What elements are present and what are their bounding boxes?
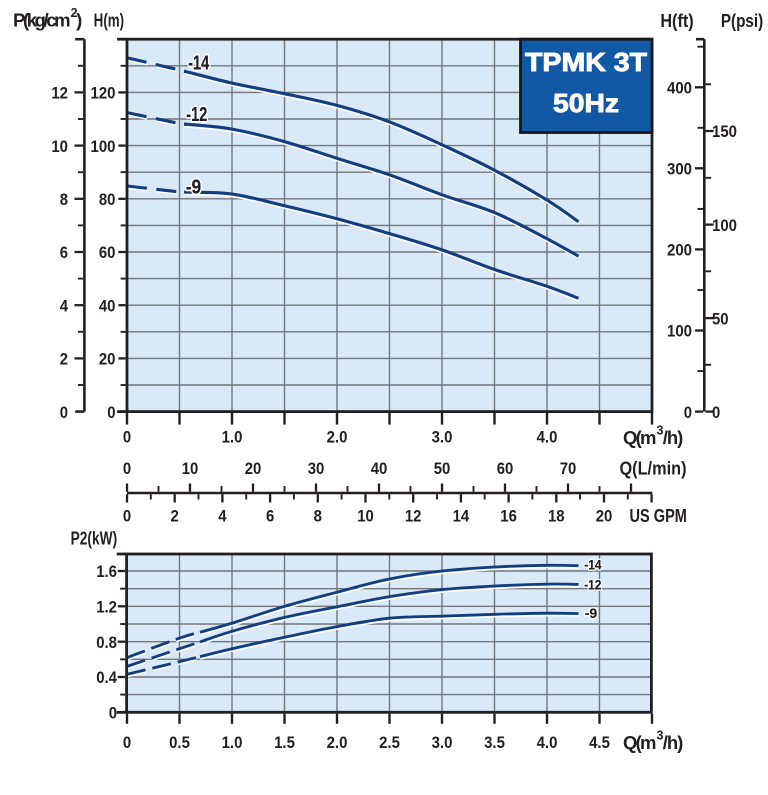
svg-text:-12: -12	[186, 104, 207, 126]
svg-text:-14: -14	[584, 558, 602, 573]
svg-text:P(kg/cm2): P(kg/cm2)	[13, 6, 82, 31]
svg-text:1.2: 1.2	[96, 598, 117, 617]
svg-text:12: 12	[51, 84, 68, 103]
svg-text:-9: -9	[186, 177, 202, 199]
svg-text:Q(m3/h): Q(m3/h)	[623, 423, 683, 448]
svg-text:150: 150	[712, 122, 737, 141]
svg-text:P2(kW): P2(kW)	[71, 528, 118, 549]
svg-text:0.4: 0.4	[96, 668, 117, 687]
svg-text:60: 60	[99, 243, 116, 262]
svg-text:2.0: 2.0	[327, 428, 348, 447]
svg-text:-14: -14	[188, 52, 210, 74]
svg-text:40: 40	[371, 459, 388, 478]
svg-text:8: 8	[60, 190, 68, 209]
svg-text:20: 20	[99, 350, 116, 369]
svg-text:6: 6	[266, 507, 274, 526]
svg-text:2.0: 2.0	[327, 733, 348, 752]
svg-text:4: 4	[218, 507, 227, 526]
svg-text:-9: -9	[585, 606, 598, 621]
svg-text:16: 16	[500, 507, 517, 526]
svg-text:20: 20	[245, 459, 262, 478]
svg-text:50: 50	[434, 459, 451, 478]
svg-text:2: 2	[60, 350, 68, 369]
svg-text:400: 400	[667, 79, 692, 98]
svg-text:0: 0	[123, 428, 131, 447]
svg-text:-9: -9	[585, 606, 598, 621]
svg-text:1.6: 1.6	[96, 562, 117, 581]
svg-text:10: 10	[51, 137, 68, 156]
svg-text:12: 12	[405, 507, 422, 526]
svg-text:100: 100	[712, 216, 737, 235]
svg-text:80: 80	[99, 190, 116, 209]
svg-text:0: 0	[123, 459, 131, 478]
svg-text:300: 300	[667, 160, 692, 179]
svg-text:4.5: 4.5	[589, 733, 610, 752]
svg-text:0.8: 0.8	[96, 633, 117, 652]
svg-text:100: 100	[667, 322, 692, 341]
svg-text:60: 60	[497, 459, 514, 478]
svg-text:14: 14	[453, 507, 470, 526]
svg-text:2: 2	[171, 507, 179, 526]
svg-text:0: 0	[712, 403, 720, 422]
svg-text:1.0: 1.0	[222, 428, 243, 447]
svg-text:4: 4	[60, 296, 69, 315]
svg-text:40: 40	[99, 296, 116, 315]
svg-text:4.0: 4.0	[537, 428, 558, 447]
svg-text:Q(L/min): Q(L/min)	[620, 458, 687, 479]
svg-text:H(ft): H(ft)	[660, 10, 693, 31]
svg-text:4.0: 4.0	[537, 733, 558, 752]
svg-text:10: 10	[182, 459, 199, 478]
svg-text:H(m): H(m)	[94, 10, 125, 31]
svg-text:TPMK 3T: TPMK 3T	[525, 49, 647, 77]
svg-text:200: 200	[667, 241, 692, 260]
svg-text:6: 6	[60, 243, 68, 262]
svg-text:US GPM: US GPM	[629, 505, 687, 526]
svg-text:-14: -14	[188, 52, 210, 74]
svg-text:1.5: 1.5	[274, 733, 295, 752]
svg-text:0: 0	[684, 403, 692, 422]
svg-text:8: 8	[314, 507, 322, 526]
svg-text:1.0: 1.0	[222, 733, 243, 752]
svg-text:3.0: 3.0	[432, 733, 453, 752]
svg-text:3.0: 3.0	[432, 428, 453, 447]
svg-text:0: 0	[123, 733, 131, 752]
svg-text:3.5: 3.5	[484, 733, 505, 752]
svg-text:2.5: 2.5	[379, 733, 400, 752]
svg-text:50Hz: 50Hz	[553, 90, 619, 118]
svg-text:0: 0	[123, 507, 131, 526]
svg-text:0: 0	[60, 403, 68, 422]
svg-text:-12: -12	[584, 578, 602, 593]
svg-text:Q(m3/h): Q(m3/h)	[623, 728, 683, 753]
svg-text:-14: -14	[584, 558, 602, 573]
svg-text:0: 0	[109, 704, 117, 723]
svg-text:18: 18	[548, 507, 565, 526]
svg-text:20: 20	[596, 507, 613, 526]
svg-text:10: 10	[357, 507, 374, 526]
svg-text:0.5: 0.5	[169, 733, 190, 752]
svg-text:100: 100	[91, 137, 116, 156]
svg-text:50: 50	[712, 309, 729, 328]
svg-text:70: 70	[560, 459, 577, 478]
svg-text:-9: -9	[186, 177, 202, 199]
svg-text:0: 0	[107, 403, 115, 422]
svg-text:30: 30	[308, 459, 325, 478]
svg-text:120: 120	[91, 84, 116, 103]
svg-text:-12: -12	[186, 104, 207, 126]
svg-text:P(psi): P(psi)	[721, 10, 763, 31]
svg-text:-12: -12	[584, 578, 602, 593]
